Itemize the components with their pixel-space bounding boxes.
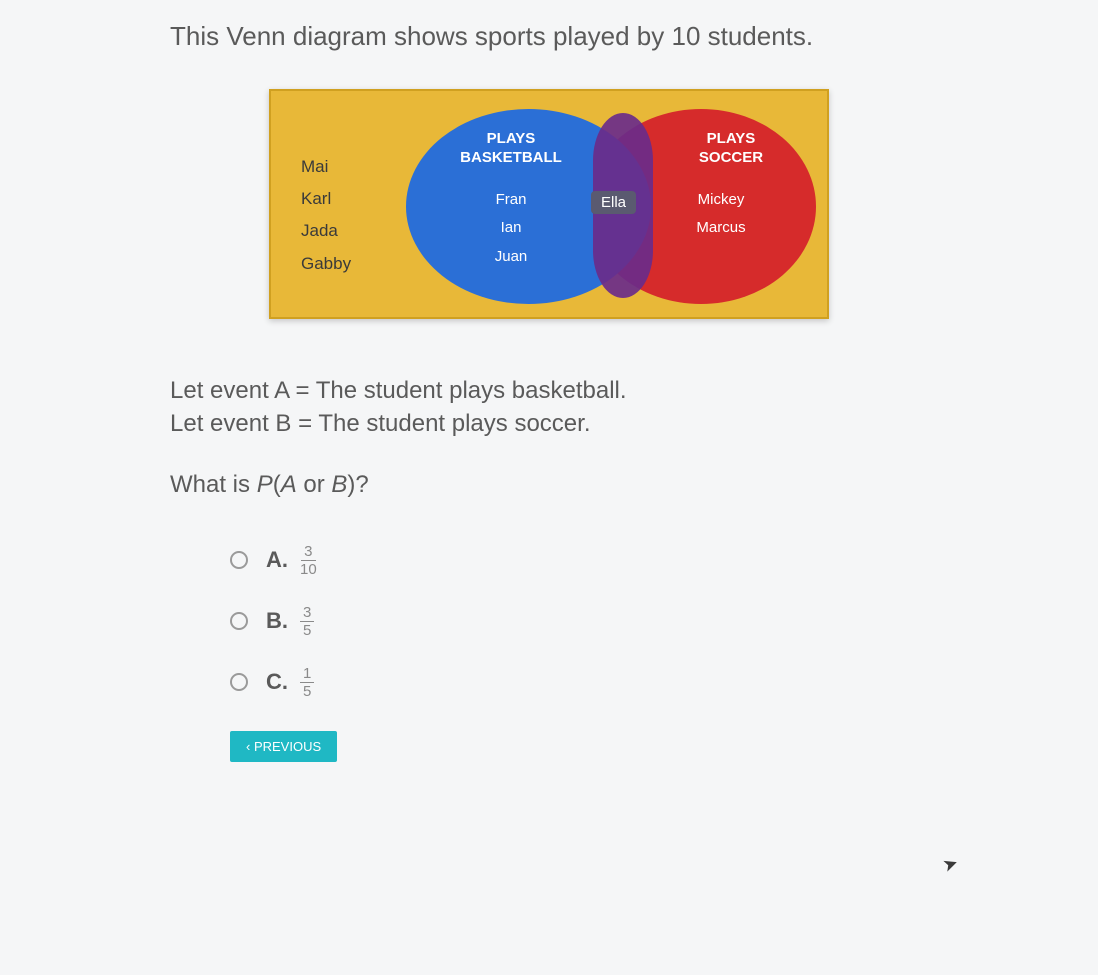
circle-a-title: PLAYS BASKETBALL — [446, 129, 576, 168]
circle-a-names: Fran Ian Juan — [481, 186, 541, 272]
option-a[interactable]: A. 3 10 — [230, 544, 928, 577]
event-definitions: Let event A = The student plays basketba… — [170, 374, 928, 441]
member-name: Fran — [481, 186, 541, 215]
event-b-text: Let event B = The student plays soccer. — [170, 407, 928, 441]
radio-icon[interactable] — [230, 551, 248, 569]
outside-name: Karl — [301, 183, 351, 215]
venn-wrapper: Mai Karl Jada Gabby PLAYS BASKETBALL PLA… — [170, 89, 928, 319]
question-prompt: This Venn diagram shows sports played by… — [170, 20, 928, 54]
event-a-text: Let event A = The student plays basketba… — [170, 374, 928, 408]
option-fraction: 3 5 — [300, 605, 314, 638]
option-c[interactable]: C. 1 5 — [230, 666, 928, 699]
option-letter: C. — [266, 669, 288, 695]
outside-name: Mai — [301, 151, 351, 183]
member-name: Juan — [481, 243, 541, 272]
question-container: This Venn diagram shows sports played by… — [0, 0, 1098, 975]
outside-name: Gabby — [301, 248, 351, 280]
member-name: Mickey — [681, 186, 761, 215]
option-fraction: 1 5 — [300, 666, 314, 699]
radio-icon[interactable] — [230, 673, 248, 691]
answer-options: A. 3 10 B. 3 5 C. 1 5 — [230, 544, 928, 699]
radio-icon[interactable] — [230, 612, 248, 630]
outside-name: Jada — [301, 215, 351, 247]
option-b[interactable]: B. 3 5 — [230, 605, 928, 638]
option-fraction: 3 10 — [300, 544, 317, 577]
cursor-icon: ➤ — [940, 852, 961, 877]
member-name: Marcus — [681, 214, 761, 243]
previous-button[interactable]: ‹ PREVIOUS — [230, 731, 337, 762]
intersection-name: Ella — [591, 191, 636, 214]
member-name: Ian — [481, 214, 541, 243]
venn-outside-list: Mai Karl Jada Gabby — [301, 151, 351, 280]
circle-b-names: Mickey Marcus — [681, 186, 761, 243]
option-letter: A. — [266, 547, 288, 573]
venn-diagram: Mai Karl Jada Gabby PLAYS BASKETBALL PLA… — [269, 89, 829, 319]
option-letter: B. — [266, 608, 288, 634]
circle-b-title: PLAYS SOCCER — [676, 129, 786, 168]
question-ask: What is P(A or B)? — [170, 471, 928, 499]
